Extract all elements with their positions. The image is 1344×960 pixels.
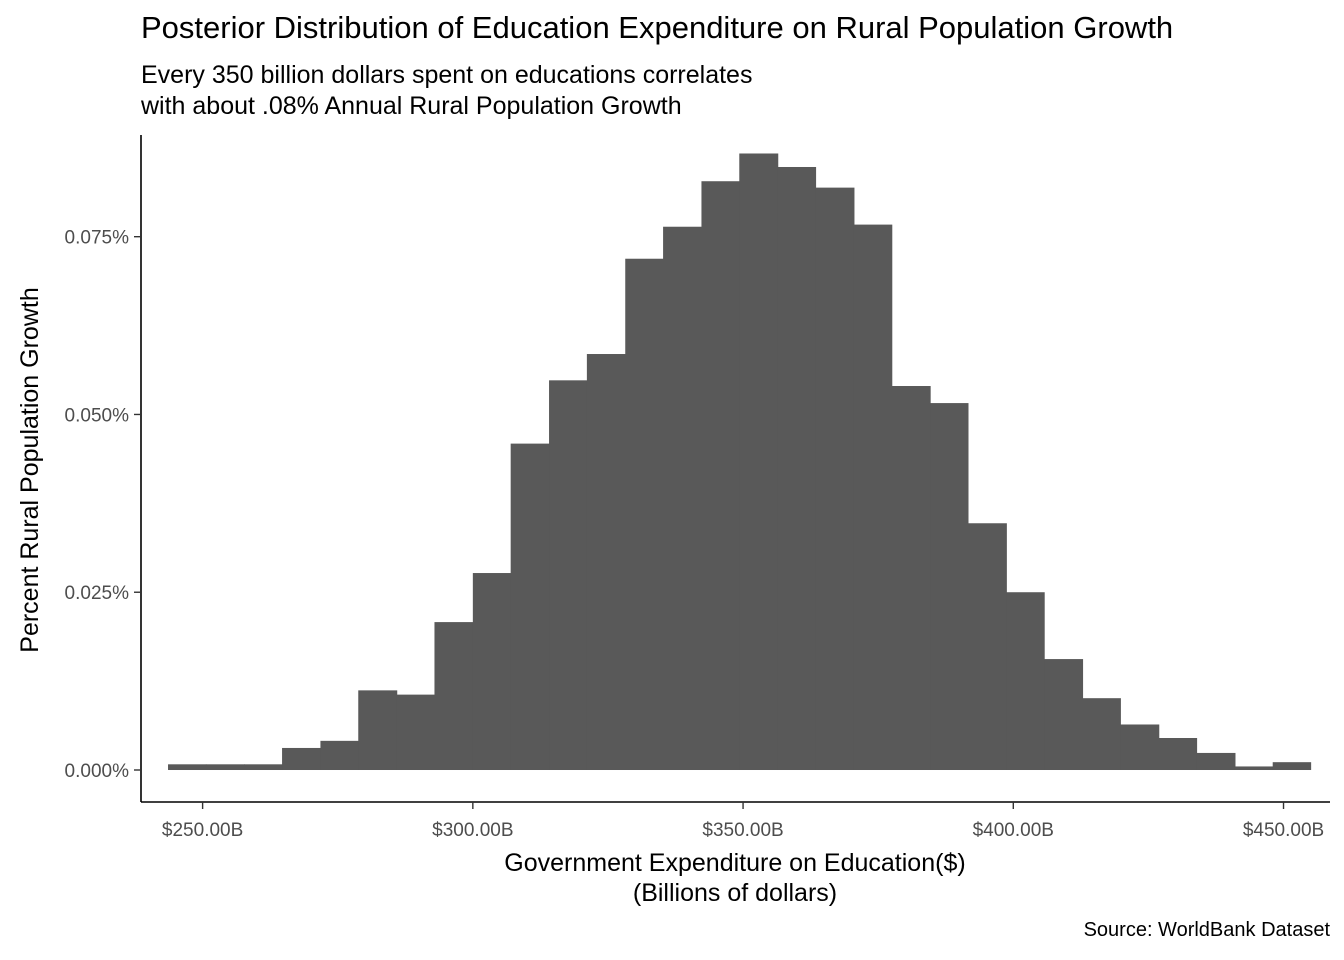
histogram-bar-0: [168, 764, 207, 771]
x-tick-label-1: $300.00B: [432, 820, 513, 841]
histogram-bar-16: [777, 166, 817, 771]
chart-subtitle: Every 350 billion dollars spent on educa…: [141, 60, 752, 122]
subtitle-line-2: with about .08% Annual Rural Population …: [141, 92, 682, 120]
x-tick-label-4: $450.00B: [1243, 820, 1324, 841]
y-tick-label-1: 0.025%: [65, 583, 130, 604]
histogram-bar-4: [320, 740, 359, 771]
y-tick-label-0: 0.000%: [65, 761, 130, 782]
histogram-bar-23: [1044, 659, 1084, 771]
histogram-bar-19: [891, 386, 931, 771]
histogram-bar-13: [663, 226, 703, 771]
histogram-bar-22: [1006, 592, 1045, 771]
histogram-bar-14: [701, 181, 740, 771]
histogram-bar-11: [586, 354, 626, 771]
histogram-bar-5: [358, 690, 398, 771]
histogram-bar-3: [282, 747, 322, 771]
histogram-bar-2: [244, 764, 283, 771]
histogram-bar-12: [625, 258, 664, 771]
histogram-bar-25: [1120, 724, 1160, 771]
histogram-bar-10: [549, 380, 588, 771]
chart-caption: Source: WorldBank Dataset: [1083, 919, 1330, 941]
histogram-bar-15: [739, 153, 779, 771]
histogram-bar-26: [1158, 738, 1198, 771]
histogram-bar-20: [930, 403, 969, 771]
y-axis-ticks: 0.000% 0.025% 0.050% 0.075%: [65, 228, 141, 782]
y-axis-title: Percent Rural Population Growth: [16, 287, 44, 652]
chart-title: Posterior Distribution of Education Expe…: [141, 10, 1174, 45]
subtitle-line-1: Every 350 billion dollars spent on educa…: [141, 61, 753, 89]
histogram-bar-21: [967, 523, 1007, 771]
histogram-bar-18: [853, 224, 893, 771]
x-axis-title-line-1: Government Expenditure on Education($): [504, 849, 965, 877]
x-tick-label-0: $250.00B: [162, 820, 243, 841]
histogram-bar-17: [815, 187, 855, 771]
x-tick-label-3: $400.00B: [973, 820, 1054, 841]
histogram-bar-27: [1196, 752, 1236, 771]
histogram-bar-9: [510, 443, 550, 771]
histogram-bar-28: [1234, 766, 1274, 771]
y-tick-label-2: 0.050%: [65, 405, 130, 426]
histogram-bar-6: [396, 694, 436, 771]
histogram-bar-29: [1272, 762, 1312, 771]
x-tick-label-2: $350.00B: [702, 820, 783, 841]
histogram-bar-7: [434, 622, 474, 771]
axes-group: [140, 135, 1330, 803]
x-axis-ticks: $250.00B $300.00B $350.00B $400.00B $450.00B: [162, 802, 1324, 841]
bars-group: [168, 153, 1312, 771]
y-tick-label-3: 0.075%: [65, 228, 130, 249]
histogram-bar-8: [472, 573, 512, 771]
histogram-bar-24: [1082, 698, 1121, 771]
histogram-bar-1: [205, 764, 245, 771]
x-axis-title-line-2: (Billions of dollars): [633, 879, 837, 907]
